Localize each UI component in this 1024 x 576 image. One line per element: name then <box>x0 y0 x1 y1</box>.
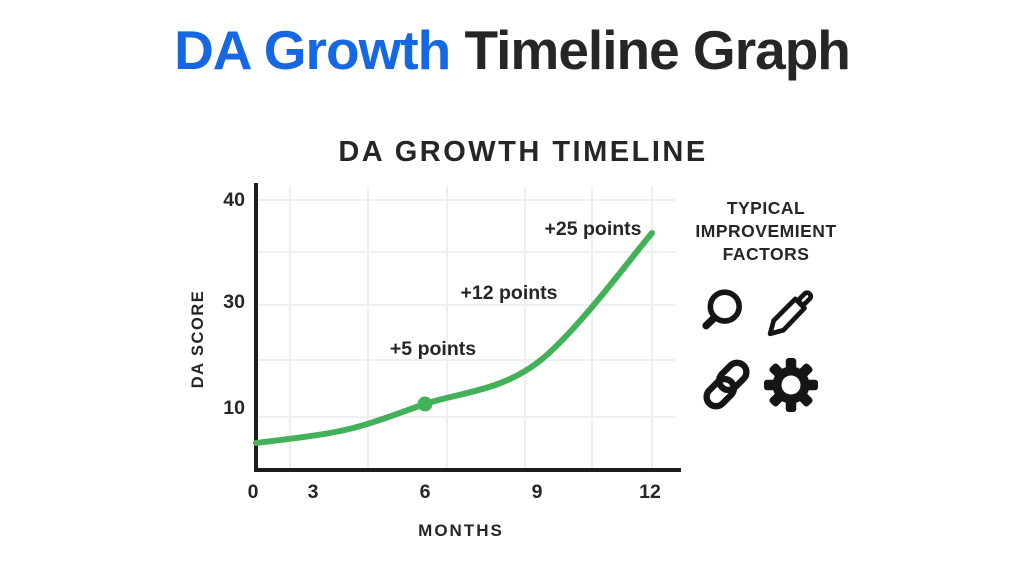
magnifier-icon <box>702 289 742 330</box>
x-tick-0: 0 <box>247 481 259 503</box>
page-title: DA Growth Timeline Graph <box>0 19 1024 81</box>
side-panel-heading: TYPICAL IMPROVEMIENT FACTORS <box>680 197 852 266</box>
annotation-plus-12-points: +12 points <box>460 282 558 304</box>
page-title-highlight: DA Growth <box>174 19 451 81</box>
link-icon <box>703 359 750 410</box>
x-tick-12: 12 <box>639 481 661 503</box>
chart-title: DA GROWTH TIMELINE <box>338 136 708 168</box>
y-tick-30: 30 <box>223 291 245 313</box>
annotation-plus-5-points: +5 points <box>389 338 477 360</box>
x-axis-title: MONTHS <box>418 521 504 540</box>
y-axis-title: DA SCORE <box>189 289 207 389</box>
gear-icon <box>763 358 818 412</box>
x-tick-9: 9 <box>531 481 543 503</box>
gridlines <box>258 186 676 468</box>
side-heading-line-1: TYPICAL <box>726 198 806 218</box>
data-point-marker <box>417 396 433 412</box>
pencil-icon <box>767 290 814 337</box>
annotation-plus-25-points: +25 points <box>544 218 642 240</box>
x-tick-3: 3 <box>307 481 319 503</box>
growth-curve <box>253 230 655 446</box>
page-title-rest: Timeline Graph <box>464 19 851 81</box>
side-heading-line-3: FACTORS <box>722 244 810 264</box>
y-tick-10: 10 <box>223 397 245 419</box>
y-tick-40: 40 <box>223 189 245 211</box>
side-heading-line-2: IMPROVEMIENT <box>695 221 837 241</box>
x-tick-6: 6 <box>419 481 431 503</box>
